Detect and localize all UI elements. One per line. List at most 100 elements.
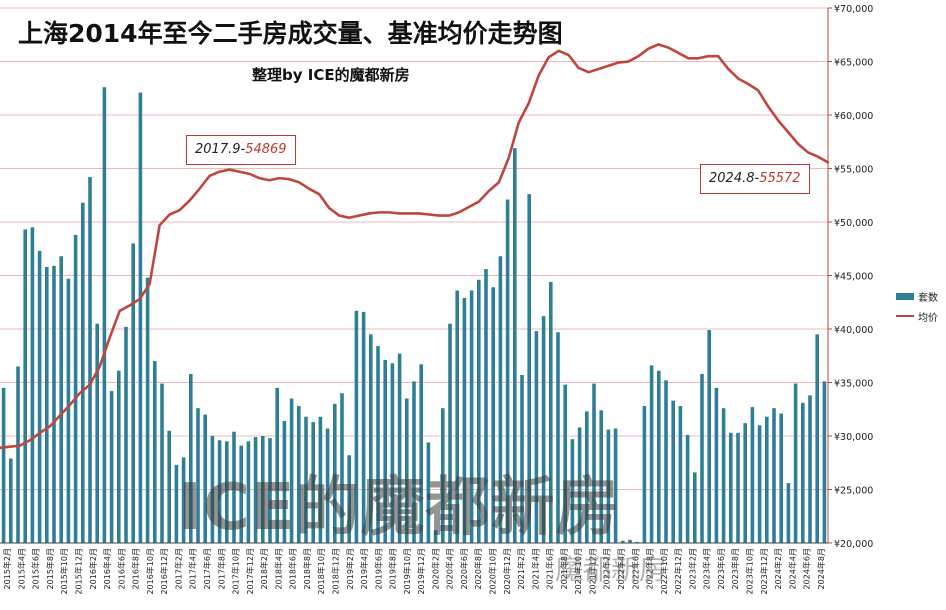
legend-item-bar: 套数 bbox=[896, 286, 938, 306]
x-tick-label: 2017年12月 bbox=[245, 548, 255, 595]
y-tick-label: ¥45,000 bbox=[834, 272, 873, 283]
x-tick-label: 2020年8月 bbox=[473, 548, 483, 589]
bar bbox=[513, 148, 517, 544]
bar bbox=[196, 408, 200, 543]
bar bbox=[599, 410, 603, 543]
y-tick-label: ¥65,000 bbox=[834, 58, 873, 69]
bar bbox=[217, 440, 222, 543]
x-tick-label: 2017年6月 bbox=[202, 548, 212, 589]
bar bbox=[253, 437, 258, 543]
bar bbox=[210, 436, 215, 543]
bar bbox=[484, 269, 488, 543]
bar bbox=[203, 414, 207, 543]
bar bbox=[455, 290, 459, 543]
bar bbox=[333, 403, 337, 543]
bar bbox=[23, 229, 27, 544]
bar bbox=[66, 278, 71, 543]
bar bbox=[282, 421, 287, 543]
x-tick-label: 2016年4月 bbox=[102, 548, 112, 589]
bar bbox=[441, 408, 445, 543]
bar bbox=[131, 243, 135, 543]
x-tick-label: 2022年12月 bbox=[673, 548, 683, 595]
bar bbox=[520, 375, 524, 543]
bar bbox=[174, 464, 179, 543]
bar bbox=[477, 279, 481, 543]
bar bbox=[383, 360, 387, 543]
bar bbox=[592, 383, 596, 543]
bar bbox=[318, 416, 323, 543]
x-tick-label: 2015年2月 bbox=[2, 548, 12, 589]
bar bbox=[109, 391, 114, 543]
x-tick-label: 2024年6月 bbox=[802, 548, 812, 589]
legend-label-line: 均价 bbox=[918, 312, 938, 324]
bar bbox=[189, 373, 193, 543]
y-tick-label: ¥55,000 bbox=[834, 165, 873, 176]
callout-2024-date: 2024.8- bbox=[709, 171, 760, 186]
bar bbox=[606, 429, 611, 543]
legend-bar-swatch bbox=[896, 292, 914, 300]
bar bbox=[1, 387, 6, 543]
callout-2024-value: 55572 bbox=[759, 171, 801, 186]
y-tick-label: ¥35,000 bbox=[834, 379, 873, 390]
bar bbox=[613, 428, 618, 543]
bar bbox=[160, 383, 164, 543]
x-tick-label: 2015年8月 bbox=[45, 548, 55, 589]
x-tick-label: 2016年6月 bbox=[116, 548, 126, 589]
bar bbox=[354, 310, 359, 543]
bar bbox=[239, 445, 243, 543]
chart-subtitle: 整理by ICE的魔都新房 bbox=[252, 66, 410, 84]
watermark: ICE的魔都新房 bbox=[178, 471, 621, 545]
bar bbox=[405, 398, 409, 543]
bar bbox=[757, 425, 762, 543]
bar bbox=[246, 441, 251, 543]
x-tick-label: 2016年12月 bbox=[159, 548, 169, 595]
bar bbox=[642, 406, 647, 543]
x-tick-label: 2023年6月 bbox=[716, 548, 726, 589]
bar bbox=[397, 353, 402, 543]
bar bbox=[153, 361, 157, 543]
watermark-bottom: 魔都新房 bbox=[555, 553, 668, 586]
bar bbox=[412, 381, 416, 543]
bar bbox=[585, 411, 589, 543]
x-tick-label: 2022年6月 bbox=[630, 548, 640, 589]
bar bbox=[448, 323, 452, 543]
bar bbox=[628, 539, 632, 543]
bar bbox=[138, 92, 143, 543]
x-tick-label: 2015年12月 bbox=[74, 548, 84, 595]
x-tick-label: 2021年10月 bbox=[573, 548, 583, 595]
bar bbox=[534, 331, 539, 543]
x-tick-label: 2018年8月 bbox=[302, 548, 312, 589]
x-tick-label: 2024年2月 bbox=[773, 548, 783, 589]
callout-2017: 2017.9-54869 bbox=[186, 135, 296, 165]
x-tick-label: 2023年2月 bbox=[687, 548, 697, 589]
x-tick-label: 2016年10月 bbox=[145, 548, 155, 595]
bar bbox=[491, 287, 495, 543]
x-tick-label: 2018年10月 bbox=[316, 548, 326, 595]
x-tick-label: 2017年2月 bbox=[173, 548, 183, 589]
x-tick-label: 2019年2月 bbox=[345, 548, 355, 589]
bar bbox=[145, 277, 150, 543]
bar bbox=[376, 346, 380, 543]
x-tick-label: 2017年4月 bbox=[188, 548, 198, 589]
bar bbox=[30, 227, 35, 543]
bar bbox=[570, 439, 575, 543]
bar bbox=[822, 381, 827, 543]
bar bbox=[311, 422, 315, 543]
bar bbox=[736, 432, 740, 543]
bar bbox=[772, 408, 776, 543]
bar bbox=[419, 364, 423, 543]
bar bbox=[167, 430, 171, 543]
bar bbox=[16, 366, 20, 543]
x-tick-label: 2021年8月 bbox=[559, 548, 569, 589]
line-series bbox=[0, 43, 830, 450]
x-tick-label: 2019年10月 bbox=[402, 548, 412, 595]
bar bbox=[369, 334, 373, 543]
x-tick-label: 2019年6月 bbox=[373, 548, 383, 589]
callout-2017-date: 2017.9- bbox=[195, 142, 246, 157]
bar bbox=[786, 483, 791, 543]
bar bbox=[9, 458, 13, 543]
x-tick-label: 2022年2月 bbox=[602, 548, 612, 589]
x-tick-label: 2022年10月 bbox=[659, 548, 669, 595]
legend-item-line: 均价 bbox=[896, 306, 938, 326]
bar bbox=[714, 387, 719, 543]
